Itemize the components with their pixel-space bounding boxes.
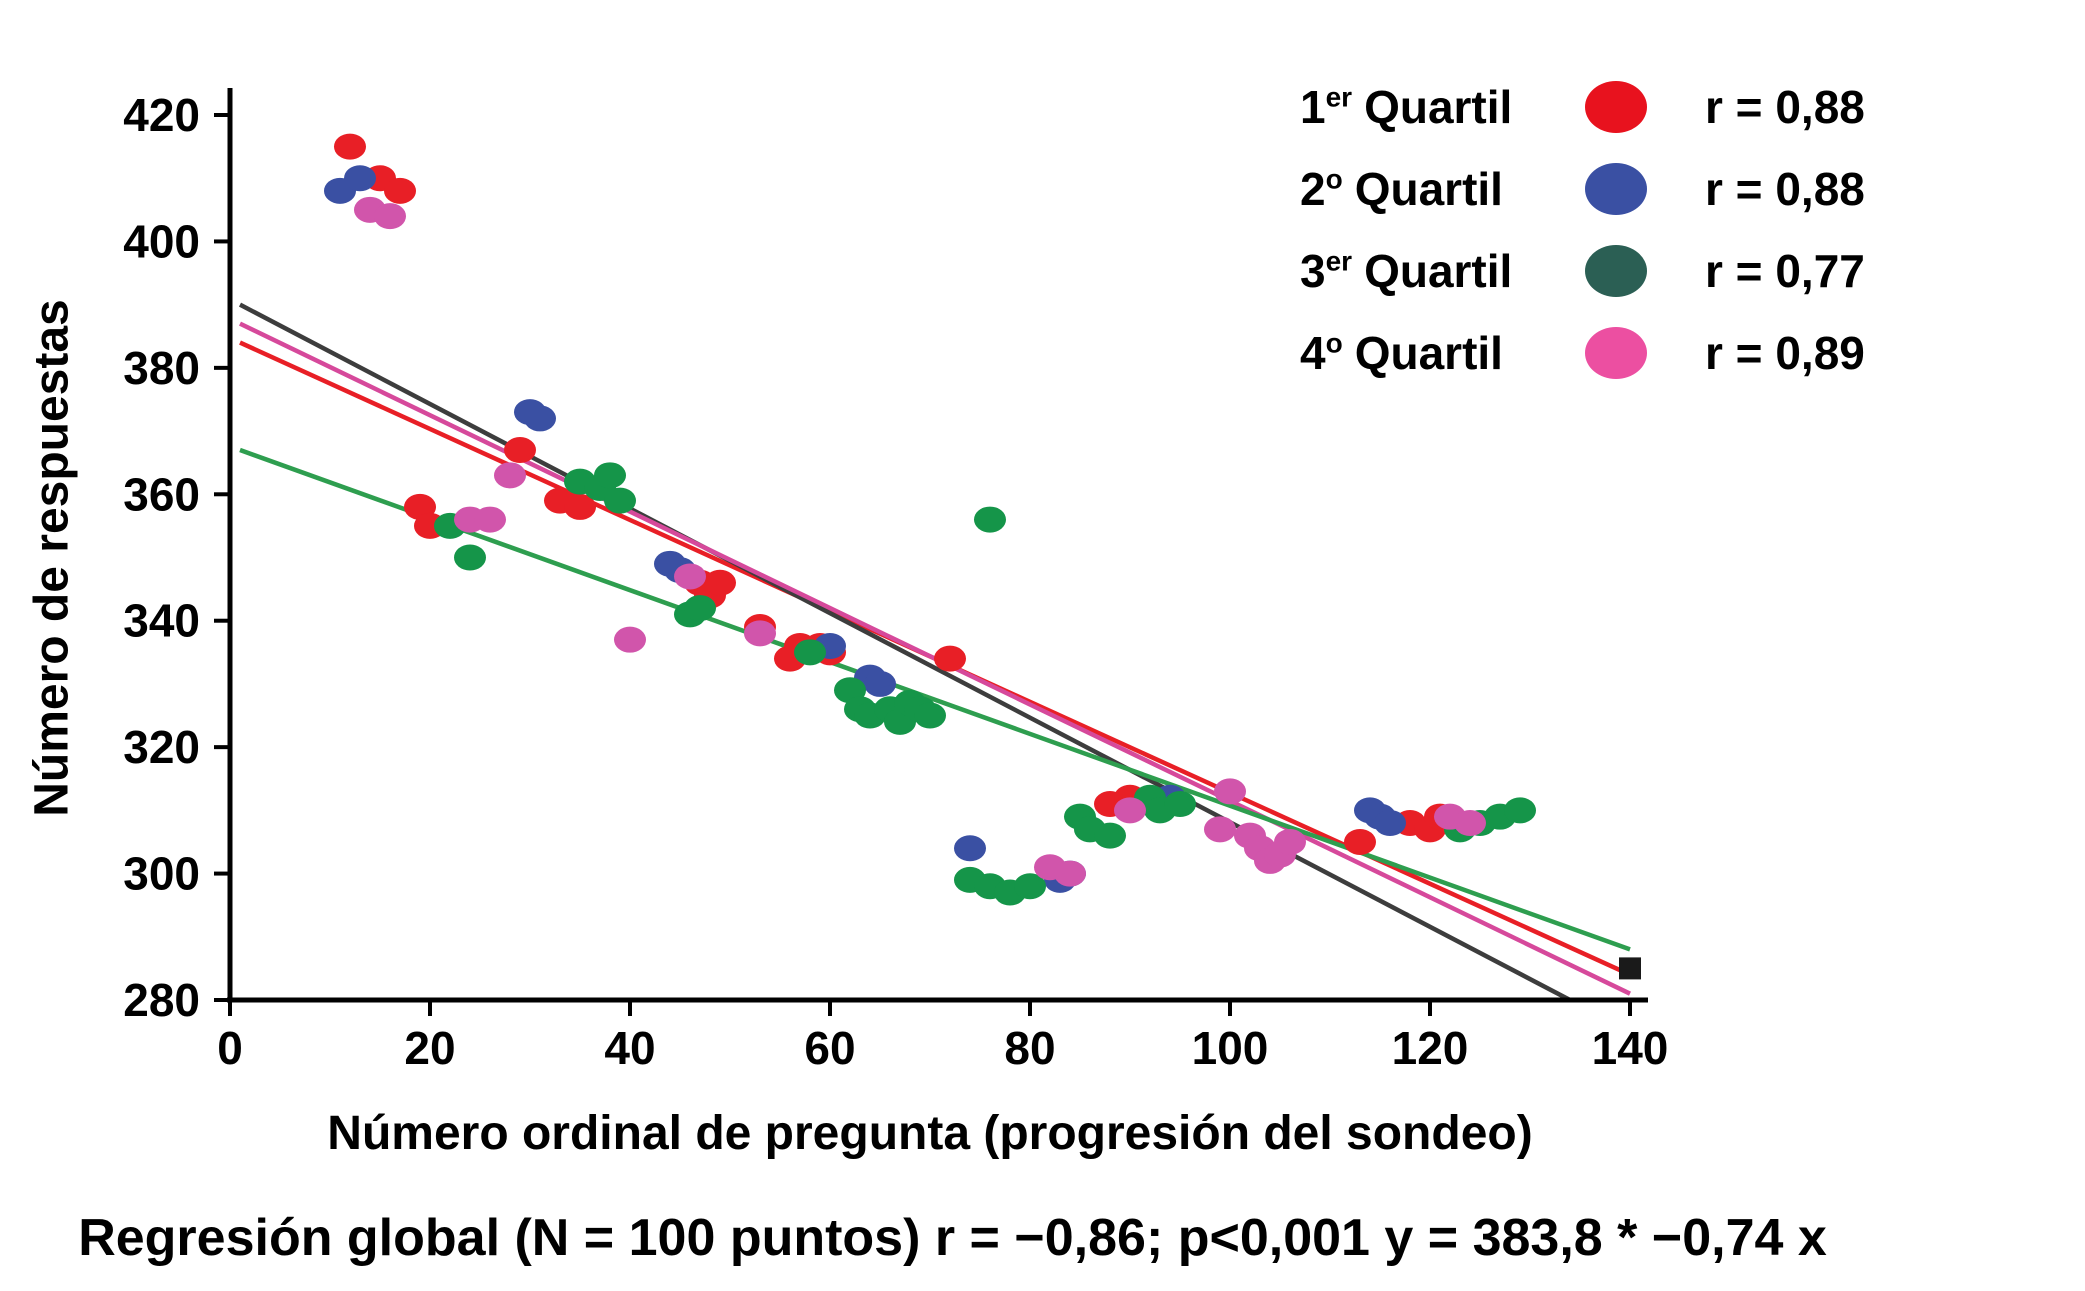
data-point-q2: [344, 165, 376, 192]
legend-swatch-q4-icon: [1585, 327, 1647, 379]
data-point-q1: [334, 133, 366, 160]
data-point-q4: [1204, 816, 1236, 843]
y-tick-label: 360: [123, 468, 200, 520]
data-point-q4: [374, 203, 406, 230]
x-tick-label: 100: [1192, 1022, 1269, 1074]
data-point-q3: [684, 595, 716, 622]
data-point-q4: [494, 462, 526, 489]
data-point-q3: [594, 462, 626, 489]
legend-label-q3: 3er Quartil: [1300, 245, 1513, 297]
data-point-q4: [744, 620, 776, 647]
legend-label-q2: 2o Quartil: [1300, 163, 1503, 215]
data-point-q4: [474, 506, 506, 533]
data-point-q1: [384, 177, 416, 204]
legend-r-value-q4: r = 0,89: [1705, 327, 1865, 379]
data-point-q4: [1274, 828, 1306, 855]
data-point-q2: [1374, 810, 1406, 836]
legend-row-q3: 3er Quartil r = 0,77: [1300, 230, 1865, 312]
data-point-q4: [674, 563, 706, 590]
regression-line-black: [238, 302, 1572, 1002]
legend-swatch-q1-icon: [1585, 81, 1647, 133]
data-point-q3: [604, 487, 636, 514]
regression-line-green: [239, 447, 1631, 952]
data-point-q1: [1344, 828, 1376, 855]
data-point-q3: [1164, 791, 1196, 818]
data-point-q4: [1214, 778, 1246, 805]
data-point-q1: [564, 493, 596, 520]
y-tick-label: 420: [123, 89, 200, 141]
y-tick-label: 320: [123, 721, 200, 773]
x-tick-label: 120: [1392, 1022, 1469, 1074]
x-tick-label: 20: [404, 1022, 455, 1074]
y-tick-label: 400: [123, 215, 200, 267]
legend-row-q2: 2o Quartil r = 0,88: [1300, 148, 1865, 230]
data-point-q3: [794, 639, 826, 666]
data-point-q4: [614, 626, 646, 653]
x-tick-label: 0: [217, 1022, 243, 1074]
data-point-q3: [1094, 822, 1126, 849]
regression-caption: Regresión global (N = 100 puntos) r = −0…: [78, 1209, 1827, 1267]
y-tick-label: 280: [123, 974, 200, 1026]
x-tick-label: 60: [804, 1022, 855, 1074]
data-point-q3: [1504, 797, 1536, 824]
legend-swatch-q3-icon: [1585, 245, 1647, 297]
y-tick-label: 300: [123, 848, 200, 900]
y-tick-label: 380: [123, 342, 200, 394]
data-point-q1: [704, 569, 736, 596]
data-point-q1: [504, 437, 536, 464]
legend-row-q4: 4o Quartil r = 0,89: [1300, 312, 1865, 394]
legend-r-value-q2: r = 0,88: [1705, 163, 1865, 215]
x-tick-label: 80: [1004, 1022, 1055, 1074]
x-axis-title: Número ordinal de pregunta (progresión d…: [327, 1107, 1533, 1160]
data-point-q4: [1054, 860, 1086, 887]
legend-r-value-q3: r = 0,77: [1705, 245, 1865, 297]
legend-swatch-q2-icon: [1585, 163, 1647, 215]
legend-row-q1: 1er Quartil r = 0,88: [1300, 66, 1865, 148]
data-point-q3: [914, 702, 946, 729]
y-tick-label: 340: [123, 595, 200, 647]
data-point-q1: [934, 645, 966, 672]
legend-label-q1: 1er Quartil: [1300, 81, 1513, 133]
legend-label-q4: 4o Quartil: [1300, 327, 1503, 379]
x-tick-label: 140: [1592, 1022, 1669, 1074]
data-point-q4: [1454, 810, 1486, 836]
data-point-q2: [524, 405, 556, 432]
data-point-q2: [864, 670, 896, 697]
data-point-q4: [1114, 797, 1146, 824]
data-point-q2: [954, 835, 986, 862]
legend: 1er Quartil r = 0,88 2o Quartil r = 0,88 3…: [1300, 66, 1865, 394]
end-marker: [1619, 957, 1641, 980]
y-axis-title: Número de respuestas: [25, 299, 79, 817]
data-point-q3: [454, 544, 486, 571]
data-point-q3: [974, 506, 1006, 533]
data-point-q3: [1014, 873, 1046, 900]
x-tick-label: 40: [604, 1022, 655, 1074]
legend-r-value-q1: r = 0,88: [1705, 81, 1865, 133]
